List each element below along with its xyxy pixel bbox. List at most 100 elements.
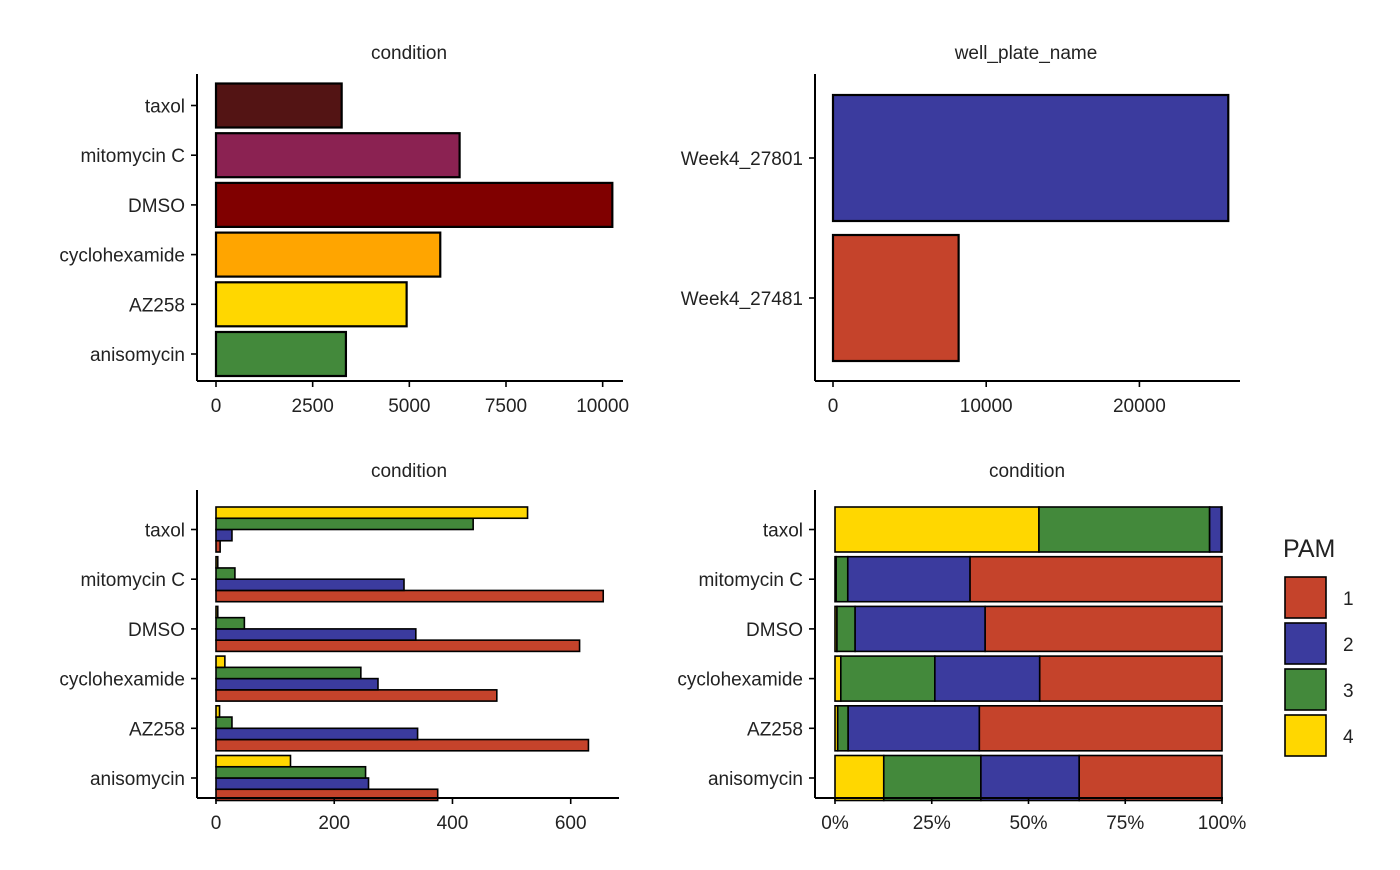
y-tick-label: Week4_27481 xyxy=(681,289,803,310)
bar-mitomycin-c-pam-3 xyxy=(835,555,849,603)
x-tick-label: 7500 xyxy=(485,396,527,417)
legend-swatch-2 xyxy=(1284,622,1327,665)
bar-dmso-pam-3 xyxy=(215,616,246,630)
panel-4: condition taxol mitomycin C DMSO cyclohexami… xyxy=(677,461,1246,834)
legend-title: PAM xyxy=(1283,535,1335,563)
bar-cyclohexamide-pam-2 xyxy=(215,677,379,691)
panel-3: condition taxol mitomycin C DMSO cyclohexami… xyxy=(59,461,619,834)
bar-mitomycin-c xyxy=(214,132,461,179)
bar-az258-pam-2 xyxy=(847,704,981,752)
bar-mitomycin-c-pam-1 xyxy=(215,589,605,603)
x-tick-label: 50% xyxy=(1009,813,1047,834)
bar-taxol-pam-1 xyxy=(215,539,221,553)
bar-week4_27801 xyxy=(831,93,1230,223)
x-tick-label: 10000 xyxy=(960,396,1013,417)
legend-label: 4 xyxy=(1343,727,1354,748)
bar-cyclohexamide-pam-3 xyxy=(840,655,936,702)
bar-dmso-pam-2 xyxy=(215,628,417,641)
bar-taxol-pam-3 xyxy=(1038,506,1211,553)
bar-dmso-pam-4 xyxy=(215,605,219,619)
bar-taxol-pam-2 xyxy=(215,528,233,542)
bar-az258-pam-3 xyxy=(836,704,849,752)
x-tick-label: 0 xyxy=(828,396,839,417)
bar-az258-pam-1 xyxy=(978,704,1223,752)
y-tick-label: AZ258 xyxy=(129,719,185,740)
bar-anisomycin xyxy=(214,330,348,378)
bar-taxol-pam-1 xyxy=(1220,506,1223,553)
x-tick-label: 0 xyxy=(211,813,222,834)
y-tick-label: mitomycin C xyxy=(80,146,185,167)
panel-title: condition xyxy=(989,461,1065,482)
x-tick-label: 75% xyxy=(1106,813,1144,834)
y-tick-label: taxol xyxy=(145,97,185,118)
y-tick-label: anisomycin xyxy=(90,345,185,366)
x-tick-label: 25% xyxy=(913,813,951,834)
bar-anisomycin-pam-3 xyxy=(882,754,982,802)
bar-mitomycin-c-pam-2 xyxy=(846,555,971,603)
bar-anisomycin-pam-1 xyxy=(1078,754,1223,802)
bar-cyclohexamide-pam-4 xyxy=(834,655,842,702)
bar-taxol-pam-4 xyxy=(834,506,1040,553)
bar-anisomycin-pam-2 xyxy=(215,777,370,791)
bar-cyclohexamide xyxy=(214,231,442,278)
bar-az258-pam-3 xyxy=(215,716,233,730)
bar-az258-pam-2 xyxy=(215,727,419,741)
bar-cyclohexamide-pam-1 xyxy=(1038,655,1223,702)
panel-1: condition taxol mitomycin C DMSO cyclohexami… xyxy=(59,43,629,417)
legend-swatch-3 xyxy=(1284,668,1327,711)
legend-label: 3 xyxy=(1343,681,1354,702)
y-tick-label: mitomycin C xyxy=(698,570,803,591)
x-tick-label: 10000 xyxy=(576,396,629,417)
panel-2: well_plate_name Week4_27801 Week4_27481 0 10… xyxy=(681,43,1240,417)
bar-mitomycin-c-pam-4 xyxy=(215,555,219,569)
y-tick-label: anisomycin xyxy=(708,769,803,790)
y-tick-label: taxol xyxy=(145,521,185,542)
legend-swatch-1 xyxy=(1284,576,1327,619)
y-tick-label: cyclohexamide xyxy=(59,670,185,691)
bar-dmso xyxy=(214,181,614,228)
x-tick-label: 100% xyxy=(1198,813,1247,834)
x-tick-label: 2500 xyxy=(292,396,334,417)
bar-week4_27481 xyxy=(831,233,960,363)
bar-cyclohexamide-pam-1 xyxy=(215,689,498,702)
bar-taxol xyxy=(214,82,343,129)
bar-taxol-pam-3 xyxy=(215,517,474,531)
x-tick-label: 0 xyxy=(211,396,222,417)
bar-taxol-pam-4 xyxy=(215,506,529,520)
bar-dmso-pam-1 xyxy=(215,639,581,653)
bar-az258-pam-4 xyxy=(215,704,221,718)
y-tick-label: anisomycin xyxy=(90,769,185,790)
legend-label: 2 xyxy=(1343,635,1354,656)
y-tick-label: DMSO xyxy=(746,620,803,641)
x-tick-label: 200 xyxy=(318,813,350,834)
y-tick-label: cyclohexamide xyxy=(677,670,803,691)
bar-dmso-pam-2 xyxy=(854,605,986,653)
y-tick-label: taxol xyxy=(763,521,803,542)
legend-swatch-4 xyxy=(1284,714,1327,757)
bar-dmso-pam-3 xyxy=(836,605,856,653)
legend-label: 1 xyxy=(1343,589,1354,610)
y-tick-label: cyclohexamide xyxy=(59,246,185,267)
bar-az258-pam-1 xyxy=(215,738,590,752)
x-tick-label: 5000 xyxy=(388,396,430,417)
bar-mitomycin-c-pam-2 xyxy=(215,578,405,592)
y-tick-label: Week4_27801 xyxy=(681,149,803,170)
bar-anisomycin-pam-4 xyxy=(834,754,885,802)
x-tick-label: 0% xyxy=(821,813,849,834)
x-tick-label: 20000 xyxy=(1113,396,1166,417)
y-tick-label: AZ258 xyxy=(129,295,185,316)
bar-az258 xyxy=(214,281,408,328)
bar-mitomycin-c-pam-3 xyxy=(215,567,236,581)
bar-cyclohexamide-pam-3 xyxy=(215,666,362,680)
bar-dmso-pam-1 xyxy=(984,605,1223,653)
y-tick-label: DMSO xyxy=(128,620,185,641)
bar-anisomycin-pam-3 xyxy=(215,765,367,779)
bar-mitomycin-c-pam-1 xyxy=(969,555,1223,603)
y-tick-label: mitomycin C xyxy=(80,570,185,591)
bar-cyclohexamide-pam-2 xyxy=(934,655,1041,702)
y-tick-label: DMSO xyxy=(128,196,185,217)
legend: PAM 1 2 3 4 xyxy=(1283,535,1354,757)
y-tick-label: AZ258 xyxy=(747,719,803,740)
